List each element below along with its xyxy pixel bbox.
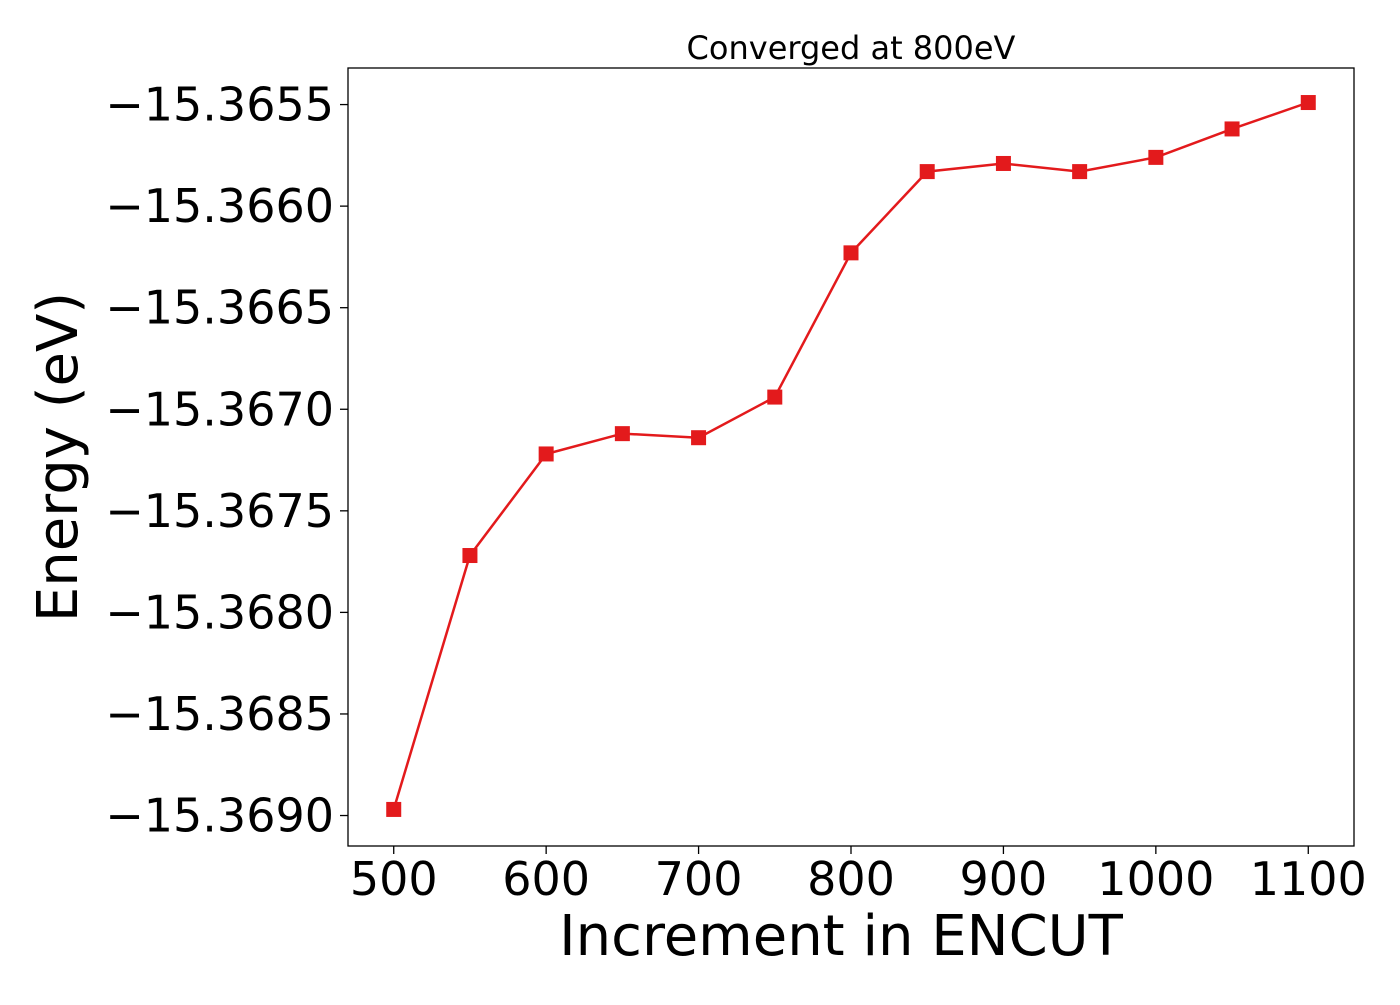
y-tick-label: −15.3665 bbox=[105, 281, 334, 335]
data-point bbox=[386, 801, 402, 817]
x-tick-label: 1000 bbox=[1097, 852, 1214, 906]
data-point bbox=[919, 164, 935, 180]
series-line bbox=[392, 101, 1309, 810]
y-tick-label: −15.3690 bbox=[105, 789, 334, 843]
data-point bbox=[1072, 164, 1088, 180]
x-tick-label: 1100 bbox=[1250, 852, 1367, 906]
y-tick-label: −15.3660 bbox=[105, 179, 334, 233]
y-axis: −15.3655 −15.3660 −15.3665 −15.3670 −15.3675… bbox=[105, 78, 348, 843]
plot-frame bbox=[347, 67, 1355, 847]
data-point bbox=[1224, 121, 1240, 137]
x-tick-label: 900 bbox=[960, 852, 1048, 906]
x-tick-label: 800 bbox=[807, 852, 895, 906]
y-tick-label: −15.3680 bbox=[105, 585, 334, 639]
data-point bbox=[995, 155, 1011, 171]
data-point bbox=[767, 389, 783, 405]
y-tick-label: −15.3670 bbox=[105, 382, 334, 436]
data-point bbox=[462, 548, 478, 564]
x-axis-title: Increment in ENCUT bbox=[559, 904, 1124, 969]
data-point bbox=[614, 426, 630, 442]
data-point bbox=[691, 430, 707, 446]
chart-title: Converged at 800eV bbox=[687, 29, 1016, 67]
series-layer bbox=[386, 95, 1316, 817]
data-point bbox=[1300, 95, 1316, 111]
data-point bbox=[1148, 149, 1164, 165]
y-tick-label: −15.3675 bbox=[105, 484, 334, 538]
x-tick-label: 600 bbox=[502, 852, 590, 906]
y-tick-label: −15.3655 bbox=[105, 78, 334, 132]
x-axis: 500 600 700 800 900 1000 1100 bbox=[350, 846, 1367, 906]
data-point bbox=[843, 245, 859, 261]
y-tick-label: −15.3685 bbox=[105, 687, 334, 741]
x-tick-label: 500 bbox=[350, 852, 438, 906]
y-axis-title: Energy (eV) bbox=[26, 292, 91, 622]
x-tick-label: 700 bbox=[655, 852, 743, 906]
data-point bbox=[538, 446, 554, 462]
